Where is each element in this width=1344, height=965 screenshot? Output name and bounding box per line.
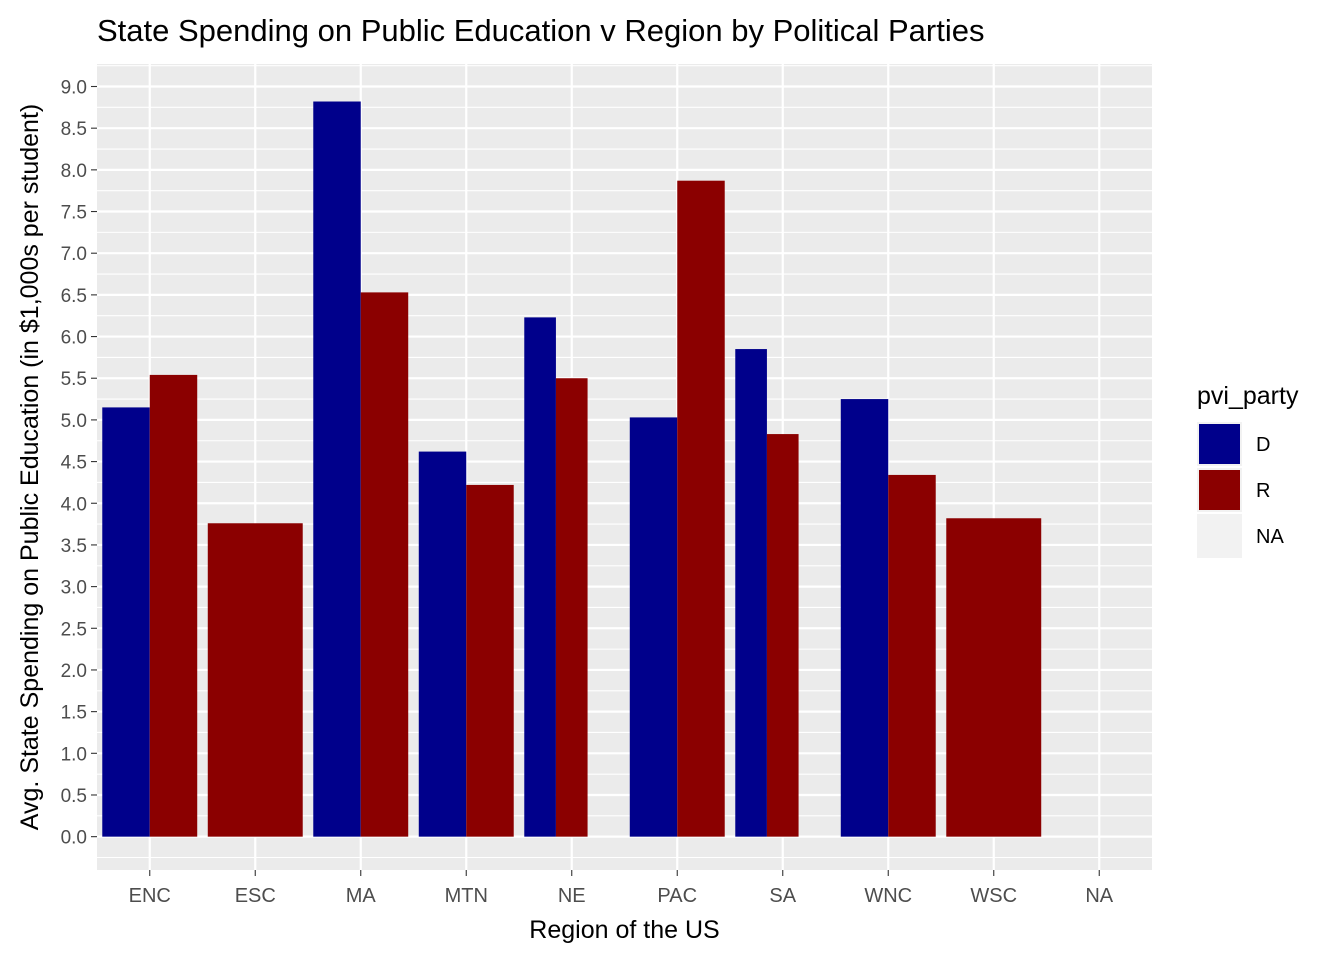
x-tick-label: PAC bbox=[657, 885, 697, 907]
x-tick-label: NA bbox=[1085, 885, 1113, 907]
legend-label-r: R bbox=[1256, 480, 1270, 502]
y-tick-label: 6.0 bbox=[61, 328, 87, 349]
bar-sa-r bbox=[766, 434, 799, 837]
y-tick-label: 2.5 bbox=[61, 619, 87, 640]
chart-title: State Spending on Public Education v Reg… bbox=[97, 13, 984, 48]
bar-sa-d bbox=[735, 349, 767, 837]
bar-ne-r bbox=[555, 378, 588, 837]
y-tick-label: 8.5 bbox=[61, 119, 87, 140]
x-tick-label: WNC bbox=[864, 885, 912, 907]
bar-mtn-d bbox=[418, 451, 467, 837]
y-tick-label: 2.0 bbox=[61, 661, 87, 682]
x-tick-label: NE bbox=[558, 885, 586, 907]
y-tick-label: 4.0 bbox=[61, 494, 87, 515]
y-tick-label: 5.5 bbox=[61, 369, 87, 390]
legend-label-na: NA bbox=[1256, 526, 1284, 548]
x-tick-label: ENC bbox=[129, 885, 171, 907]
y-tick-label: 8.0 bbox=[61, 161, 87, 182]
x-tick-label: ESC bbox=[235, 885, 276, 907]
y-axis-label: Avg. State Spending on Public Education … bbox=[16, 104, 44, 830]
x-tick-label: SA bbox=[769, 885, 796, 907]
legend-label-d: D bbox=[1256, 434, 1270, 456]
y-tick-label: 3.0 bbox=[61, 578, 87, 599]
bar-ma-d bbox=[313, 101, 361, 837]
bar-mtn-r bbox=[466, 484, 514, 837]
legend-title: pvi_party bbox=[1197, 382, 1299, 410]
x-tick-label: MTN bbox=[445, 885, 488, 907]
y-tick-label: 5.0 bbox=[61, 411, 87, 432]
y-tick-label: 4.5 bbox=[61, 453, 87, 474]
y-tick-label: 6.5 bbox=[61, 286, 87, 307]
x-axis-label: Region of the US bbox=[529, 916, 719, 944]
bar-enc-d bbox=[102, 407, 150, 837]
bar-wsc-r bbox=[946, 518, 1042, 837]
y-tick-label: 9.0 bbox=[61, 78, 87, 99]
y-tick-label: 0.0 bbox=[61, 828, 87, 849]
bar-ma-r bbox=[360, 292, 409, 837]
bar-ne-d bbox=[524, 317, 556, 837]
plot-area: 0.0 0.5 1.0 1.5 2.0 2.5 3.0 3.5 4.0 4.5 5.0 5.5 6.0 6… bbox=[61, 64, 1152, 907]
bar-pac-r bbox=[677, 180, 725, 837]
y-tick-label: 0.5 bbox=[61, 786, 87, 807]
legend: pvi_party D R NA bbox=[1197, 382, 1299, 558]
bar-enc-r bbox=[149, 374, 198, 837]
bar-esc-r bbox=[207, 523, 303, 837]
y-tick-label: 1.0 bbox=[61, 744, 87, 765]
bar-wnc-r bbox=[888, 474, 936, 837]
legend-swatch-na bbox=[1199, 516, 1240, 556]
y-tick-label: 1.5 bbox=[61, 703, 87, 724]
bar-pac-d bbox=[629, 417, 678, 837]
y-tick-label: 3.5 bbox=[61, 536, 87, 557]
x-tick-label: WSC bbox=[970, 885, 1017, 907]
y-tick-label: 7.5 bbox=[61, 203, 87, 224]
legend-swatch-r bbox=[1199, 470, 1240, 510]
legend-swatch-d bbox=[1199, 424, 1240, 464]
y-tick-label: 7.0 bbox=[61, 244, 87, 265]
bar-wnc-d bbox=[840, 399, 889, 837]
x-tick-label: MA bbox=[346, 885, 377, 907]
